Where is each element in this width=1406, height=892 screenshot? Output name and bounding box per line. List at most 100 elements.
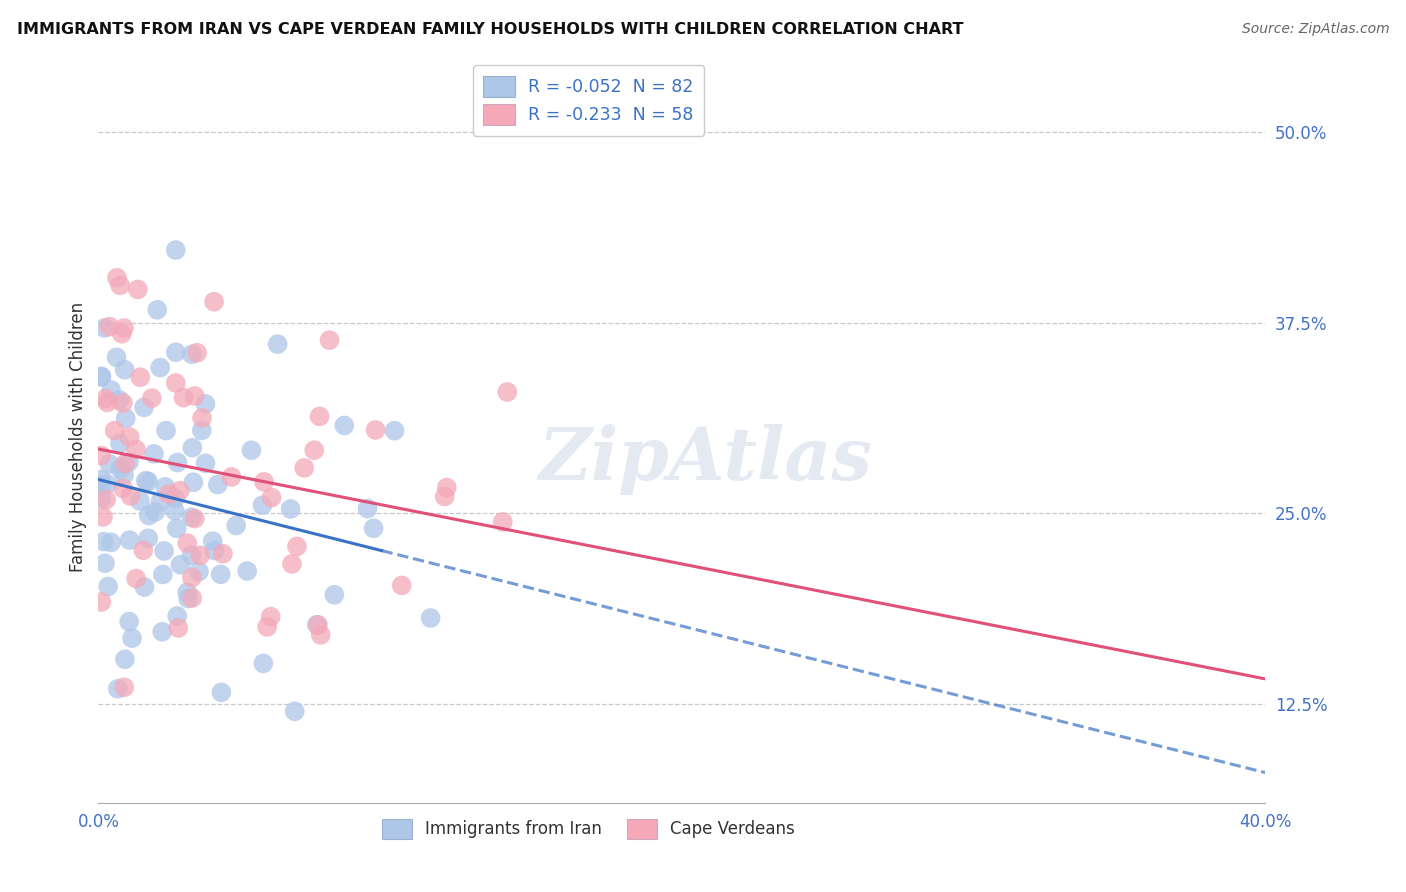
- Point: [384, 424, 406, 438]
- Point: [108, 392, 131, 407]
- Point: [201, 534, 224, 549]
- Point: [176, 585, 198, 599]
- Point: [111, 326, 134, 341]
- Point: [433, 490, 456, 504]
- Point: [90, 491, 112, 506]
- Point: [93, 534, 115, 549]
- Y-axis label: Family Households with Children: Family Households with Children: [69, 302, 87, 572]
- Point: [125, 572, 148, 586]
- Point: [112, 321, 135, 335]
- Point: [202, 294, 225, 309]
- Point: [163, 491, 186, 506]
- Point: [165, 345, 187, 359]
- Point: [177, 591, 200, 606]
- Point: [285, 540, 308, 554]
- Point: [180, 510, 202, 524]
- Point: [252, 498, 274, 512]
- Point: [165, 243, 187, 257]
- Point: [292, 461, 315, 475]
- Point: [173, 391, 195, 405]
- Point: [284, 704, 307, 718]
- Point: [97, 579, 120, 593]
- Point: [166, 609, 188, 624]
- Point: [127, 282, 149, 296]
- Point: [181, 571, 204, 585]
- Point: [318, 333, 340, 347]
- Point: [225, 518, 247, 533]
- Point: [90, 478, 112, 492]
- Point: [186, 345, 208, 359]
- Point: [114, 362, 136, 376]
- Point: [118, 615, 141, 629]
- Point: [391, 578, 413, 592]
- Point: [176, 536, 198, 550]
- Point: [100, 383, 122, 397]
- Point: [157, 487, 180, 501]
- Point: [114, 652, 136, 666]
- Point: [96, 395, 118, 409]
- Point: [166, 456, 188, 470]
- Point: [98, 319, 121, 334]
- Point: [496, 384, 519, 399]
- Point: [136, 475, 159, 489]
- Point: [207, 477, 229, 491]
- Point: [150, 624, 173, 639]
- Point: [309, 628, 332, 642]
- Point: [90, 369, 112, 384]
- Point: [96, 492, 118, 507]
- Point: [132, 543, 155, 558]
- Point: [149, 494, 172, 508]
- Text: ZipAtlas: ZipAtlas: [538, 424, 872, 494]
- Point: [107, 681, 129, 696]
- Point: [183, 475, 205, 490]
- Point: [100, 535, 122, 549]
- Point: [305, 617, 328, 632]
- Point: [166, 521, 188, 535]
- Point: [240, 443, 263, 458]
- Point: [105, 270, 128, 285]
- Point: [307, 618, 329, 632]
- Point: [114, 457, 136, 471]
- Point: [108, 436, 131, 450]
- Point: [165, 376, 187, 390]
- Text: IMMIGRANTS FROM IRAN VS CAPE VERDEAN FAMILY HOUSEHOLDS WITH CHILDREN CORRELATION: IMMIGRANTS FROM IRAN VS CAPE VERDEAN FAM…: [17, 22, 963, 37]
- Point: [146, 302, 169, 317]
- Point: [187, 565, 209, 579]
- Point: [266, 337, 288, 351]
- Point: [221, 470, 243, 484]
- Point: [135, 474, 157, 488]
- Point: [181, 441, 204, 455]
- Point: [90, 449, 112, 463]
- Point: [120, 489, 142, 503]
- Point: [194, 397, 217, 411]
- Point: [143, 505, 166, 519]
- Point: [436, 481, 458, 495]
- Point: [356, 501, 378, 516]
- Point: [194, 456, 217, 470]
- Point: [163, 503, 186, 517]
- Point: [152, 567, 174, 582]
- Point: [260, 491, 283, 505]
- Point: [91, 509, 114, 524]
- Point: [167, 621, 190, 635]
- Point: [184, 511, 207, 525]
- Point: [280, 502, 302, 516]
- Point: [419, 611, 441, 625]
- Point: [260, 609, 283, 624]
- Point: [323, 588, 346, 602]
- Point: [90, 595, 112, 609]
- Point: [98, 457, 121, 471]
- Point: [141, 391, 163, 405]
- Point: [90, 472, 112, 486]
- Point: [94, 392, 117, 406]
- Point: [169, 483, 191, 498]
- Point: [143, 447, 166, 461]
- Point: [112, 467, 135, 482]
- Point: [181, 591, 204, 605]
- Point: [155, 424, 177, 438]
- Point: [191, 411, 214, 425]
- Point: [153, 544, 176, 558]
- Point: [180, 347, 202, 361]
- Point: [204, 543, 226, 558]
- Point: [112, 482, 135, 496]
